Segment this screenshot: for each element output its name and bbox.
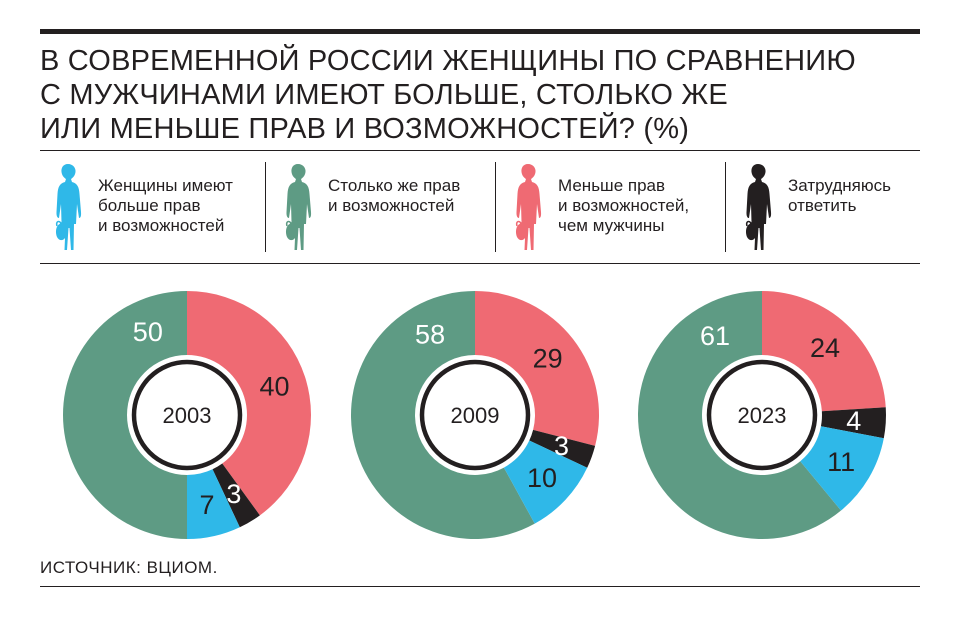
handbag-strap: [745, 220, 752, 227]
slice-unsure: [529, 429, 596, 468]
year-label: 2003: [163, 403, 212, 428]
data-label-unsure: 4: [846, 406, 861, 436]
legend-line: ответить: [788, 196, 857, 215]
woman-silhouette-icon: [745, 164, 772, 250]
legend-item-unsure: Затрудняюсь ответить: [738, 160, 928, 254]
legend-line: Затрудняюсь: [788, 176, 891, 195]
slice-unsure: [820, 407, 886, 439]
legend-line: Столько же прав: [328, 176, 461, 195]
data-label-more: 11: [827, 447, 855, 477]
divider-rule: [40, 263, 920, 264]
legend-line: чем мужчины: [558, 216, 665, 235]
legend-line: Меньше прав: [558, 176, 666, 195]
title-line: С МУЖЧИНАМИ ИМЕЮТ БОЛЬШЕ, СТОЛЬКО ЖЕ: [40, 79, 728, 111]
handbag-strap: [285, 220, 292, 227]
slice-less: [762, 291, 886, 412]
woman-silhouette-icon: [55, 164, 82, 250]
title-line: ИЛИ МЕНЬШЕ ПРАВ И ВОЗМОЖНОСТЕЙ? (%): [40, 113, 690, 145]
slice-less: [475, 291, 599, 446]
data-label-same: 58: [415, 320, 445, 350]
handbag-strap: [55, 220, 62, 227]
data-label-more: 7: [200, 490, 215, 520]
woman-silhouette-shape: [55, 164, 82, 250]
legend-separator: [265, 162, 266, 252]
donut-chart-2023: 61 24 4 11 2023: [638, 291, 886, 539]
data-label-unsure: 3: [554, 431, 569, 461]
data-label-less: 40: [259, 372, 289, 402]
source-note: ИСТОЧНИК: ВЦИОМ.: [40, 558, 218, 577]
slice-more: [187, 469, 240, 539]
legend-line: и возможностей: [98, 216, 225, 235]
data-label-same: 61: [700, 321, 730, 351]
donut-chart-2003: 50 40 37 2003: [63, 291, 311, 539]
slice-less: [187, 291, 311, 516]
legend-item-less: Меньше прав и возможностей, чем мужчины: [508, 160, 718, 254]
legend-label: Затрудняюсь ответить: [788, 176, 891, 216]
top-rule: [40, 29, 920, 34]
slice-more: [503, 440, 588, 524]
slice-same: [638, 291, 842, 539]
bottom-rule: [40, 586, 920, 587]
legend-label: Меньше прав и возможностей, чем мужчины: [558, 176, 689, 236]
legend-line: Женщины имеют: [98, 176, 233, 195]
data-label-same: 50: [133, 317, 163, 347]
woman-silhouette-shape: [745, 164, 772, 250]
title-line: В СОВРЕМЕННОЙ РОССИИ ЖЕНЩИНЫ ПО СРАВНЕНИ…: [40, 45, 856, 77]
legend-separator: [495, 162, 496, 252]
slice-same: [351, 291, 535, 539]
center-ring: [706, 359, 818, 471]
woman-silhouette-icon: [515, 164, 542, 250]
legend-separator: [725, 162, 726, 252]
handbag-strap: [515, 220, 522, 227]
slice-same: [63, 291, 187, 539]
slice-more: [800, 426, 884, 511]
legend-label: Женщины имеют больше прав и возможностей: [98, 176, 233, 236]
woman-silhouette-shape: [515, 164, 542, 250]
legend-line: больше прав: [98, 196, 201, 215]
year-label: 2023: [738, 403, 787, 428]
data-label-less: 24: [810, 333, 840, 363]
woman-silhouette-shape: [285, 164, 312, 250]
legend-line: и возможностей: [328, 196, 455, 215]
slice-unsure: [212, 463, 260, 528]
legend-item-more: Женщины имеют больше прав и возможностей: [48, 160, 258, 254]
data-label-unsure: 3: [226, 479, 241, 509]
woman-silhouette-icon: [285, 164, 312, 250]
donut-chart-2009: 58 29 310 2009: [351, 291, 599, 539]
legend-label: Столько же прав и возможностей: [328, 176, 460, 216]
data-label-less: 29: [533, 344, 563, 374]
chart-title: В СОВРЕМЕННОЙ РОССИИ ЖЕНЩИНЫ ПО СРАВНЕНИ…: [40, 44, 920, 146]
legend-item-same: Столько же прав и возможностей: [278, 160, 488, 254]
year-label: 2009: [451, 403, 500, 428]
divider-rule: [40, 150, 920, 151]
legend-line: и возможностей,: [558, 196, 690, 215]
center-ring: [131, 359, 243, 471]
data-label-more: 10: [527, 463, 557, 493]
center-ring: [419, 359, 531, 471]
